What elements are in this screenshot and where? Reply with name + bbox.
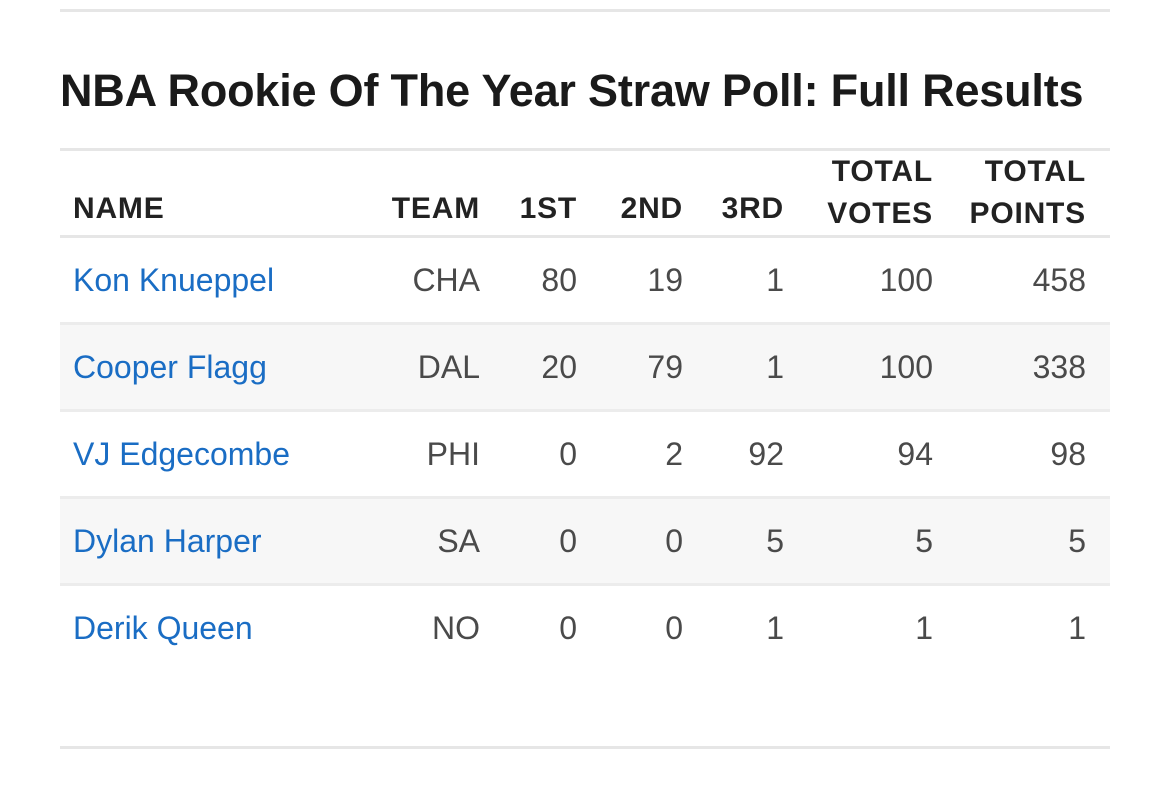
header-total-points-line2: POINTS (969, 197, 1086, 230)
total-votes-cell: 94 (897, 435, 933, 472)
total-points-cell: 1 (1068, 609, 1086, 646)
table-row: Derik Queen NO 0 0 1 1 1 (60, 586, 1110, 670)
total-points-cell: 338 (1032, 348, 1086, 385)
header-total-votes: TOTAL VOTES (784, 151, 933, 235)
second-votes-cell: 0 (665, 609, 683, 646)
first-votes-cell: 0 (559, 522, 577, 559)
team-cell: SA (437, 522, 480, 559)
player-name-cell: Cooper Flagg (60, 349, 360, 386)
table-row: Cooper Flagg DAL 20 79 1 100 338 (60, 325, 1110, 412)
total-votes-cell: 100 (879, 261, 933, 298)
player-name-cell: Derik Queen (60, 610, 360, 647)
total-votes-cell: 100 (879, 348, 933, 385)
player-link[interactable]: VJ Edgecombe (73, 435, 291, 472)
header-total-votes-line1: TOTAL (831, 155, 933, 188)
results-table: NAME TEAM 1ST 2ND 3RD TOTAL VOTES TOTAL … (60, 148, 1110, 670)
team-cell: CHA (412, 261, 480, 298)
team-cell: DAL (417, 348, 480, 385)
third-votes-cell: 1 (766, 609, 784, 646)
second-votes-cell: 2 (665, 435, 683, 472)
second-votes-cell: 0 (665, 522, 683, 559)
first-votes-cell: 20 (541, 348, 577, 385)
player-name-cell: VJ Edgecombe (60, 436, 360, 473)
table-row: VJ Edgecombe PHI 0 2 92 94 98 (60, 412, 1110, 499)
third-votes-cell: 5 (766, 522, 784, 559)
total-points-cell: 98 (1050, 435, 1086, 472)
team-cell: NO (432, 609, 480, 646)
poll-results-module: NBA Rookie Of The Year Straw Poll: Full … (60, 0, 1110, 670)
header-name: NAME (73, 192, 165, 225)
total-points-cell: 5 (1068, 522, 1086, 559)
second-votes-cell: 79 (647, 348, 683, 385)
table-title: NBA Rookie Of The Year Straw Poll: Full … (60, 65, 1084, 116)
player-link[interactable]: Cooper Flagg (73, 348, 267, 385)
total-votes-cell: 1 (915, 609, 933, 646)
header-team: TEAM (391, 192, 480, 225)
player-link[interactable]: Dylan Harper (73, 522, 262, 559)
header-total-votes-line2: VOTES (827, 197, 933, 230)
first-votes-cell: 80 (541, 261, 577, 298)
third-votes-cell: 92 (748, 435, 784, 472)
total-points-cell: 458 (1032, 261, 1086, 298)
table-header-row: NAME TEAM 1ST 2ND 3RD TOTAL VOTES TOTAL … (60, 151, 1110, 238)
header-first: 1ST (519, 192, 577, 225)
total-votes-cell: 5 (915, 522, 933, 559)
header-third: 3RD (721, 192, 784, 225)
player-link[interactable]: Kon Knueppel (73, 261, 275, 298)
header-total-points: TOTAL POINTS (933, 151, 1098, 235)
player-link[interactable]: Derik Queen (73, 609, 253, 646)
team-cell: PHI (426, 435, 480, 472)
player-name-cell: Kon Knueppel (60, 262, 360, 299)
player-name-cell: Dylan Harper (60, 523, 360, 560)
table-row: Dylan Harper SA 0 0 5 5 5 (60, 499, 1110, 586)
bottom-divider (60, 746, 1110, 749)
top-divider (60, 9, 1110, 12)
header-second: 2ND (620, 192, 683, 225)
table-row: Kon Knueppel CHA 80 19 1 100 458 (60, 238, 1110, 325)
header-total-points-line1: TOTAL (984, 155, 1086, 188)
third-votes-cell: 1 (766, 348, 784, 385)
second-votes-cell: 19 (647, 261, 683, 298)
first-votes-cell: 0 (559, 435, 577, 472)
third-votes-cell: 1 (766, 261, 784, 298)
first-votes-cell: 0 (559, 609, 577, 646)
